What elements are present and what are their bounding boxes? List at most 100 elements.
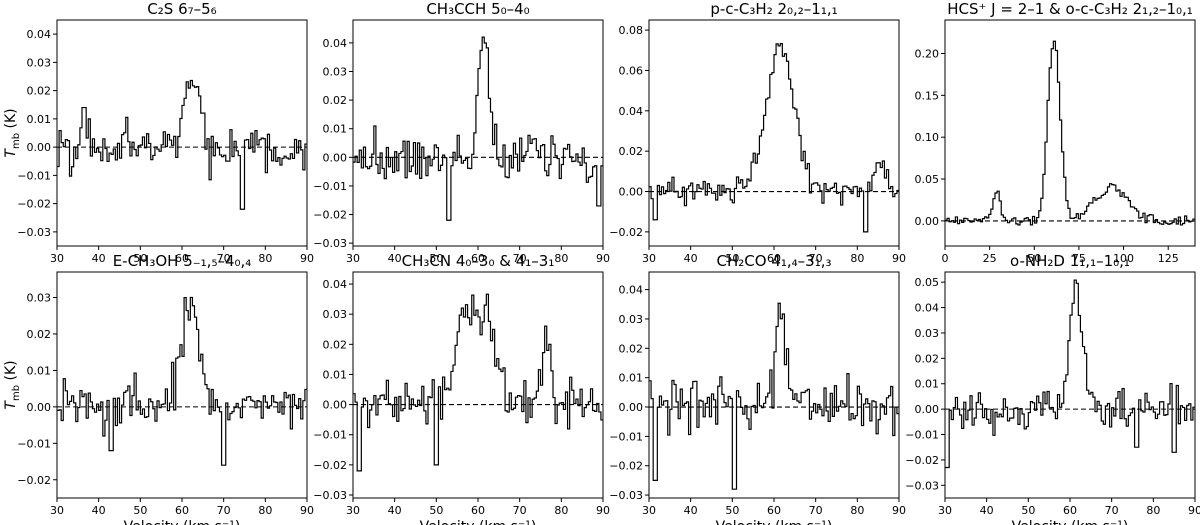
y-tick-label: 0.05 [915,276,940,289]
y-tick-label: −0.01 [17,169,51,182]
panel-1: C₂S 6₇–5₆ 30 40 50 60 70 80 90 −0.03 −0.02 −0.01 0.… [3,0,314,265]
panel-2: CH₃CCH 5₀–4₀ 30 40 50 60 70 80 90 −0.03 −0.02 −0.0… [313,0,610,265]
panel-title: CH₂CO 4₁,₄–3₁,₃ [717,252,832,270]
x-tick-label: 30 [346,504,360,517]
y-tick-label: 0.01 [27,113,52,126]
y-tick-label: −0.03 [313,489,347,502]
x-tick-label: 80 [850,504,864,517]
panel-title: C₂S 6₇–5₆ [147,0,216,18]
x-tick-label: 60 [175,504,189,517]
x-tick-label: 125 [1158,252,1179,265]
x-tick-label: 50 [429,504,443,517]
x-tick-label: 40 [388,252,402,265]
panel-4: HCS⁺ J = 2–1 & o-c-C₃H₂ 2₁,₂–1₀,₁ 0 25 50 75… [915,0,1196,265]
x-tick-label: 40 [684,504,698,517]
x-tick-label: 70 [217,252,231,265]
x-tick-label: 70 [513,504,527,517]
plot-frame [56,271,308,499]
y-tick-label: −0.02 [313,459,347,472]
x-tick-label: 75 [1072,252,1086,265]
y-tick-label: −0.01 [17,437,51,450]
y-tick-label: 0.01 [915,378,940,391]
panel-5: E-CH₃OH 5₋₁,₅–4₀,₄ 30 40 50 60 70 80 90 −0.02 −0.… [3,252,314,525]
y-tick-label: 0.00 [27,141,52,154]
spectrum-line [649,42,899,233]
y-tick-label: 0.01 [619,372,644,385]
x-tick-label: 90 [1188,504,1200,517]
plot-frame [56,19,308,247]
x-tick-label: 40 [92,504,106,517]
y-tick-label: 0.04 [323,278,348,291]
y-tick-label: 0.06 [619,64,644,77]
x-tick-label: 90 [892,504,906,517]
y-tick-label: −0.02 [313,209,347,222]
y-tick-label: 0.00 [323,399,348,412]
x-tick-label: 40 [980,504,994,517]
y-tick-label: 0.00 [619,401,644,414]
x-axis-label: Velocity (km s⁻¹) [716,519,833,525]
y-axis-label: Tmb (K) [3,108,22,157]
y-tick-label: 0.02 [915,352,940,365]
spectrum-line [945,40,1195,226]
y-tick-label: 0.00 [915,403,940,416]
y-tick-label: 0.04 [27,28,52,41]
y-tick-label: 0.00 [915,215,940,228]
panel-title: HCS⁺ J = 2–1 & o-c-C₃H₂ 2₁,₂–1₀,₁ [947,0,1193,18]
plot-frame [944,271,1196,499]
y-tick-label: 0.00 [27,401,52,414]
y-tick-label: 0.02 [619,342,644,355]
y-tick-label: 0.00 [619,186,644,199]
y-tick-label: 0.03 [915,327,940,340]
panel-title: o-NH₂D 1₁,₁–1₀,₁ [1010,252,1130,270]
y-tick-label: 0.02 [323,338,348,351]
panel-6: CH₃CN 4₀–3₀ & 4₁–3₁ 30 40 50 60 70 80 90 −0.03 −0… [313,252,610,525]
x-tick-label: 90 [300,252,314,265]
spectrum-line [945,279,1195,469]
x-tick-label: 60 [1063,504,1077,517]
spectrum-line [57,296,307,466]
x-tick-label: 90 [300,504,314,517]
x-tick-label: 30 [346,252,360,265]
x-tick-label: 80 [258,252,272,265]
y-tick-label: 0.01 [323,368,348,381]
x-tick-label: 70 [513,252,527,265]
x-tick-label: 100 [1113,252,1134,265]
x-tick-label: 80 [258,504,272,517]
x-tick-label: 80 [554,252,568,265]
panel-8: o-NH₂D 1₁,₁–1₀,₁ 30 40 50 60 70 80 90 −0.03 −0.02… [905,252,1200,525]
spectrum-line [353,293,603,472]
x-tick-label: 70 [217,504,231,517]
y-tick-label: 0.03 [27,56,52,69]
y-tick-label: −0.02 [609,460,643,473]
x-axis-label: Velocity (km s⁻¹) [1012,519,1129,525]
x-tick-label: 50 [725,252,739,265]
y-tick-label: −0.03 [905,479,939,492]
x-tick-label: 90 [596,252,610,265]
x-tick-label: 70 [809,504,823,517]
x-axis-label: Velocity (km s⁻¹) [420,519,537,525]
y-tick-label: 0.03 [323,308,348,321]
x-tick-label: 70 [809,252,823,265]
x-tick-label: 80 [1146,504,1160,517]
y-tick-label: 0.04 [323,37,348,50]
y-tick-label: 0.00 [323,151,348,164]
x-tick-label: 40 [388,504,402,517]
x-tick-label: 70 [1105,504,1119,517]
x-tick-label: 80 [554,504,568,517]
x-tick-label: 50 [133,504,147,517]
x-tick-label: 25 [983,252,997,265]
y-tick-label: 0.01 [27,364,52,377]
y-tick-label: 0.01 [323,123,348,136]
panel-title: CH₃CCH 5₀–4₀ [426,0,529,18]
y-tick-label: −0.02 [609,226,643,239]
y-tick-label: −0.02 [905,454,939,467]
plot-frame [944,19,1196,247]
y-tick-label: 0.04 [619,105,644,118]
x-tick-label: 30 [50,252,64,265]
x-tick-label: 60 [767,504,781,517]
x-tick-label: 30 [50,504,64,517]
x-tick-label: 60 [471,252,485,265]
y-tick-label: 0.03 [323,65,348,78]
y-tick-label: 0.05 [915,173,940,186]
